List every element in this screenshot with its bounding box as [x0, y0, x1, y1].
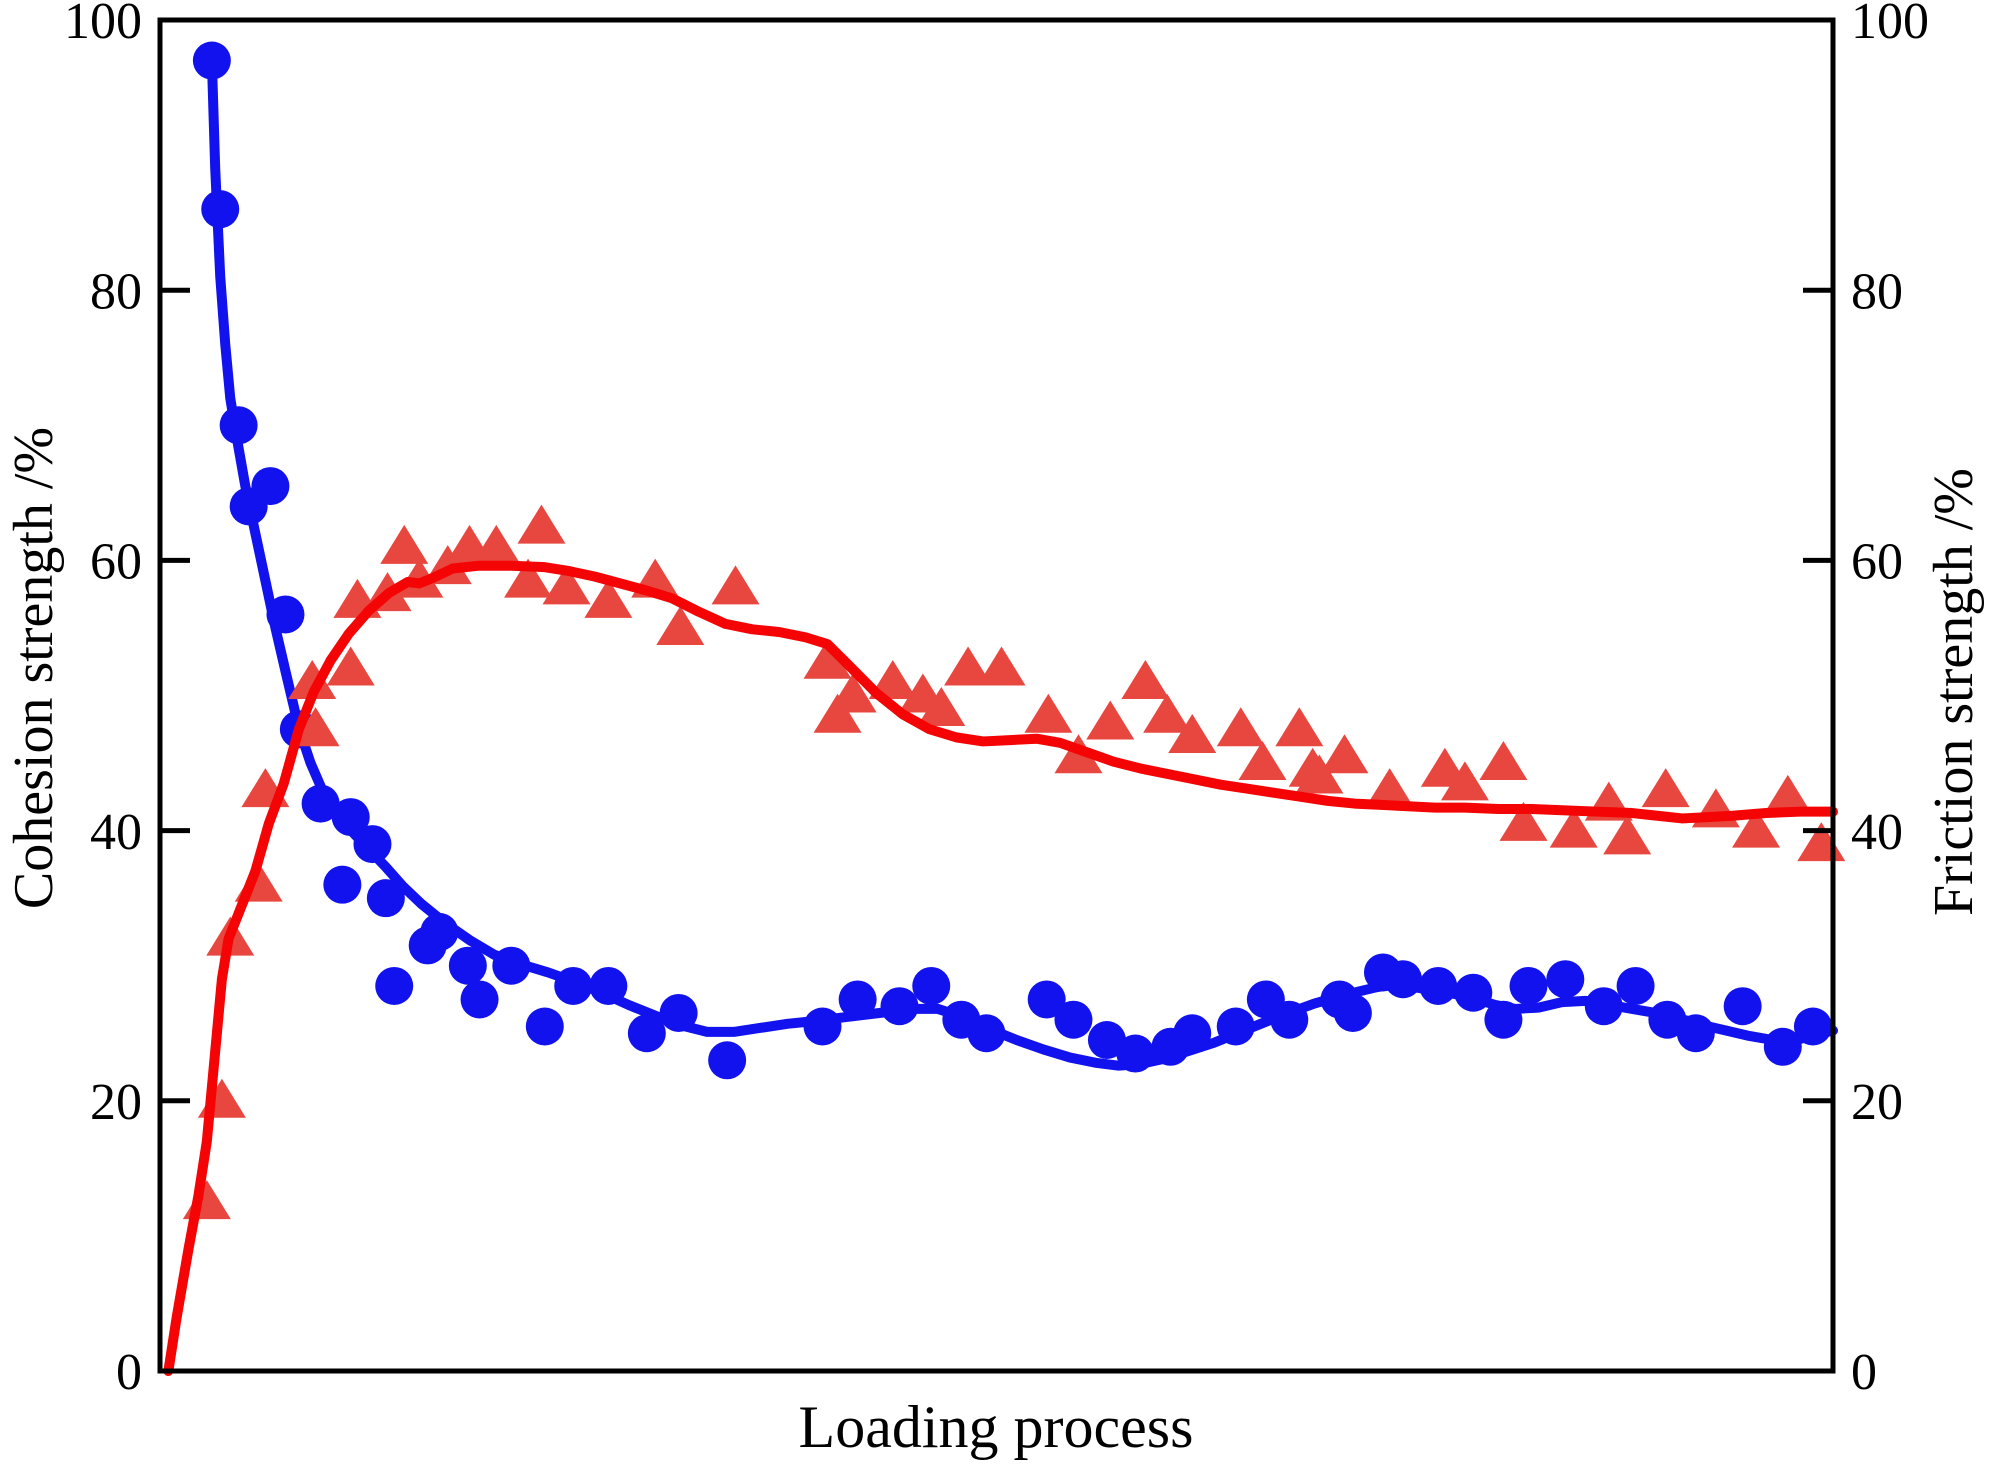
friction-point: [944, 646, 993, 686]
friction-point: [1732, 808, 1781, 848]
cohesion-point: [448, 946, 487, 985]
axes-layer: [157, 17, 1836, 1374]
friction-point: [380, 524, 429, 564]
friction-point: [1365, 768, 1414, 808]
x-axis-title: Loading process: [799, 1394, 1194, 1460]
cohesion-point: [627, 1014, 666, 1053]
right-tick-label: 60: [1851, 534, 1903, 591]
series-layer: [163, 41, 1846, 1376]
friction-point: [1121, 659, 1170, 699]
friction-point: [917, 687, 966, 727]
friction-point: [1024, 693, 1073, 733]
cohesion-point: [838, 980, 877, 1019]
left-tick-label: 20: [90, 1074, 142, 1131]
cohesion-point: [525, 1007, 564, 1046]
plot-border: [157, 17, 1836, 1374]
friction-point: [1168, 714, 1217, 754]
cohesion-trend-line: [206, 55, 1838, 1071]
friction-series: [163, 504, 1846, 1376]
friction-point: [977, 646, 1026, 686]
friction-point: [1275, 707, 1324, 747]
cohesion-point: [1333, 993, 1372, 1032]
friction-point: [813, 693, 862, 733]
friction-point: [1440, 761, 1489, 801]
right-tick-label: 100: [1851, 0, 1929, 50]
cohesion-point: [1509, 966, 1548, 1005]
left-tick-label: 100: [64, 0, 142, 50]
friction-point: [1238, 741, 1287, 781]
friction-point: [542, 565, 591, 605]
friction-point: [517, 504, 566, 544]
friction-point: [1295, 754, 1344, 794]
left-tick-label: 40: [90, 804, 142, 861]
friction-point: [1549, 808, 1598, 848]
cohesion-point: [353, 825, 392, 864]
cohesion-point: [375, 966, 414, 1005]
left-tick-label: 0: [116, 1344, 142, 1401]
cohesion-point: [1616, 966, 1655, 1005]
right-tick-label: 40: [1851, 804, 1903, 861]
tick-labels-layer: 0 20 40 60 80 100 0 20 40 60 80 100: [64, 0, 1929, 1401]
friction-point: [1763, 774, 1812, 814]
friction-point: [472, 524, 521, 564]
cohesion-point: [251, 467, 290, 506]
friction-point: [1603, 815, 1652, 855]
cohesion-point: [366, 879, 405, 918]
friction-point: [711, 565, 760, 605]
friction-point: [803, 639, 852, 679]
cohesion-series: [192, 41, 1838, 1080]
friction-point: [326, 646, 375, 686]
cohesion-point: [708, 1041, 747, 1080]
left-axis-title: Cohesion strength /%: [3, 427, 65, 909]
right-axis-title: Friction strength /%: [1923, 468, 1985, 916]
cohesion-point: [1546, 960, 1585, 999]
cohesion-point: [1723, 987, 1762, 1026]
friction-point: [1479, 741, 1528, 781]
friction-point: [868, 659, 917, 699]
friction-point: [291, 707, 340, 747]
right-tick-label: 0: [1851, 1344, 1877, 1401]
cohesion-point: [323, 865, 362, 904]
cohesion-point: [460, 980, 499, 1019]
friction-point: [584, 578, 633, 618]
friction-point: [504, 558, 553, 598]
right-tick-label: 20: [1851, 1074, 1903, 1131]
friction-point: [656, 605, 705, 645]
friction-point: [1499, 801, 1548, 841]
friction-point: [1216, 707, 1265, 747]
friction-point: [1320, 734, 1369, 774]
left-tick-label: 80: [90, 263, 142, 320]
cohesion-point: [1054, 1000, 1093, 1039]
friction-point: [288, 659, 337, 699]
friction-point: [1086, 700, 1135, 740]
friction-trend-line: [163, 560, 1838, 1376]
right-tick-label: 80: [1851, 263, 1903, 320]
cohesion-point: [1027, 980, 1066, 1019]
friction-point: [182, 1180, 231, 1220]
left-tick-label: 60: [90, 534, 142, 591]
cohesion-point: [912, 966, 951, 1005]
cohesion-point: [1087, 1021, 1126, 1060]
friction-point: [1797, 822, 1846, 862]
friction-point: [828, 673, 877, 713]
friction-point: [1143, 693, 1192, 733]
friction-point: [1641, 768, 1690, 808]
